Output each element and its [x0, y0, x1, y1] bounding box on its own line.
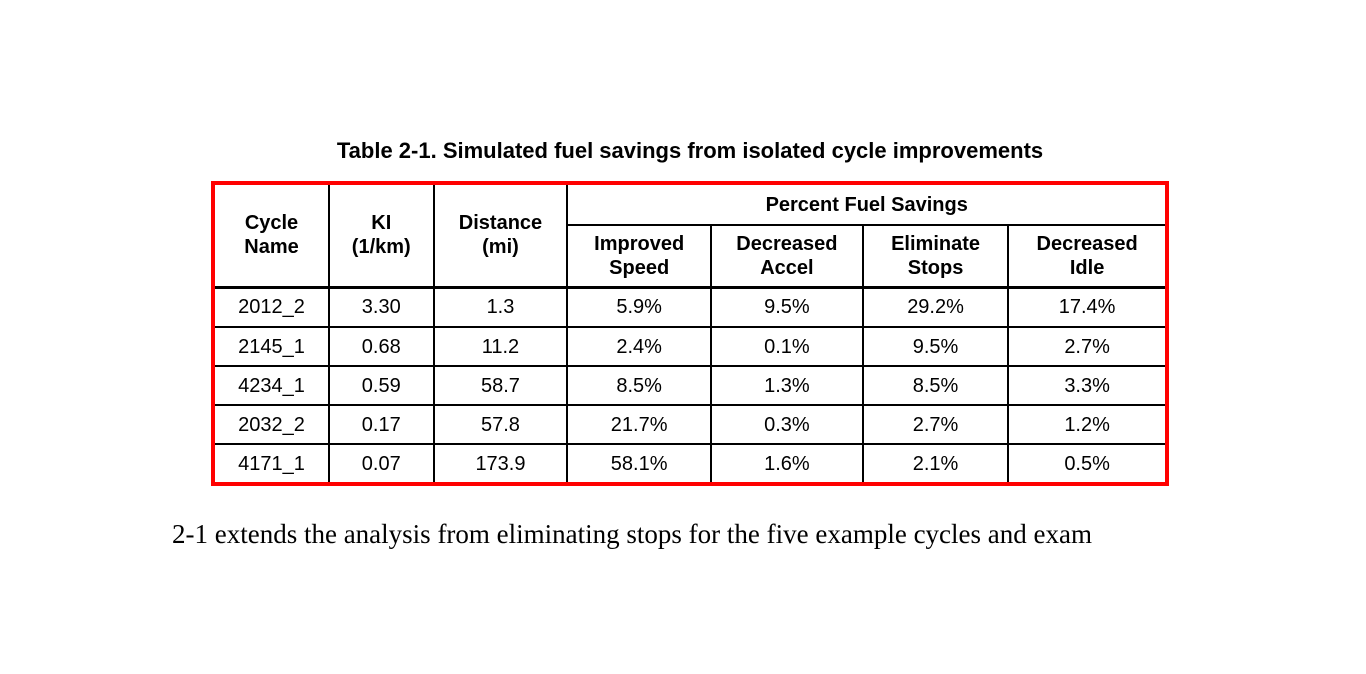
- cell-improved-speed: 2.4%: [567, 326, 712, 368]
- cell-ki: 0.68: [329, 326, 435, 368]
- cell-decreased-accel: 1.6%: [710, 444, 864, 482]
- cell-cycle-name: 2032_2: [215, 405, 330, 446]
- table-row: 4171_1 0.07 173.9 58.1% 1.6% 2.1% 0.5%: [215, 444, 1165, 482]
- cell-distance: 58.7: [433, 366, 569, 407]
- cell-distance: 1.3: [433, 287, 569, 328]
- cell-eliminate-stops: 29.2%: [862, 287, 1010, 328]
- cell-decreased-accel: 0.1%: [710, 326, 864, 368]
- cell-ki: 0.07: [329, 444, 435, 482]
- col-header-eliminate-stops: Eliminate Stops: [862, 225, 1010, 289]
- header-row-sub: Improved Speed Decreased Accel Eliminate…: [215, 225, 1165, 289]
- cell-eliminate-stops: 9.5%: [862, 326, 1010, 368]
- cell-distance: 57.8: [433, 405, 569, 446]
- cell-improved-speed: 5.9%: [567, 287, 712, 328]
- col-header-cycle-name: Cycle Name: [215, 185, 330, 289]
- cell-decreased-idle: 3.3%: [1008, 366, 1165, 407]
- cell-decreased-accel: 9.5%: [710, 287, 864, 328]
- cell-improved-speed: 58.1%: [567, 444, 712, 482]
- header-row-group: Cycle Name KI (1/km) Distance (mi) Perce…: [215, 185, 1165, 289]
- cell-ki: 0.59: [329, 366, 435, 407]
- cell-eliminate-stops: 2.1%: [862, 444, 1010, 482]
- cell-distance: 173.9: [433, 444, 569, 482]
- table-row: 4234_1 0.59 58.7 8.5% 1.3% 8.5% 3.3%: [215, 366, 1165, 407]
- col-header-decreased-accel: Decreased Accel: [710, 225, 864, 289]
- cell-cycle-name: 4171_1: [215, 444, 330, 482]
- cell-decreased-idle: 0.5%: [1064, 452, 1110, 475]
- cell-cycle-name: 4234_1: [215, 366, 330, 407]
- table-row: 2145_1 0.68 11.2 2.4% 0.1% 9.5% 2.7%: [215, 326, 1165, 368]
- cell-cycle-name: 2145_1: [215, 326, 330, 368]
- col-header-improved-speed: Improved Speed: [567, 225, 712, 289]
- cell-decreased-accel: 1.3%: [710, 366, 864, 407]
- cell-decreased-idle: 2.7%: [1008, 326, 1165, 368]
- cell-distance: 11.2: [433, 326, 569, 368]
- group-header-percent-fuel-savings: Percent Fuel Savings: [567, 185, 1165, 226]
- cell-ki: 0.17: [329, 405, 435, 446]
- cell-eliminate-stops: 8.5%: [862, 366, 1010, 407]
- col-header-decreased-idle: Decreased Idle: [1008, 225, 1165, 289]
- col-header-ki: KI (1/km): [329, 185, 435, 289]
- cell-cycle-name: 2012_2: [215, 287, 330, 328]
- table-caption: Table 2-1. Simulated fuel savings from i…: [336, 138, 1044, 163]
- fuel-savings-table: Cycle Name KI (1/km) Distance (mi) Perce…: [211, 181, 1169, 486]
- cell-ki: 3.30: [329, 287, 435, 328]
- cell-improved-speed: 21.7%: [567, 405, 712, 446]
- cell-improved-speed: 8.5%: [567, 366, 712, 407]
- cell-eliminate-stops: 2.7%: [862, 405, 1010, 446]
- fuel-savings-table-grid: Cycle Name KI (1/km) Distance (mi) Perce…: [215, 185, 1165, 482]
- col-header-distance: Distance (mi): [433, 185, 569, 289]
- cell-decreased-accel: 0.3%: [710, 405, 864, 446]
- cell-decreased-idle: 17.4%: [1008, 287, 1165, 328]
- cell-decreased-idle: 1.2%: [1008, 405, 1165, 446]
- body-paragraph: 2-1 extends the analysis from eliminatin…: [172, 519, 1092, 549]
- table-row: 2032_2 0.17 57.8 21.7% 0.3% 2.7% 1.2%: [215, 405, 1165, 446]
- table-row: 2012_2 3.30 1.3 5.9% 9.5% 29.2% 17.4%: [215, 287, 1165, 328]
